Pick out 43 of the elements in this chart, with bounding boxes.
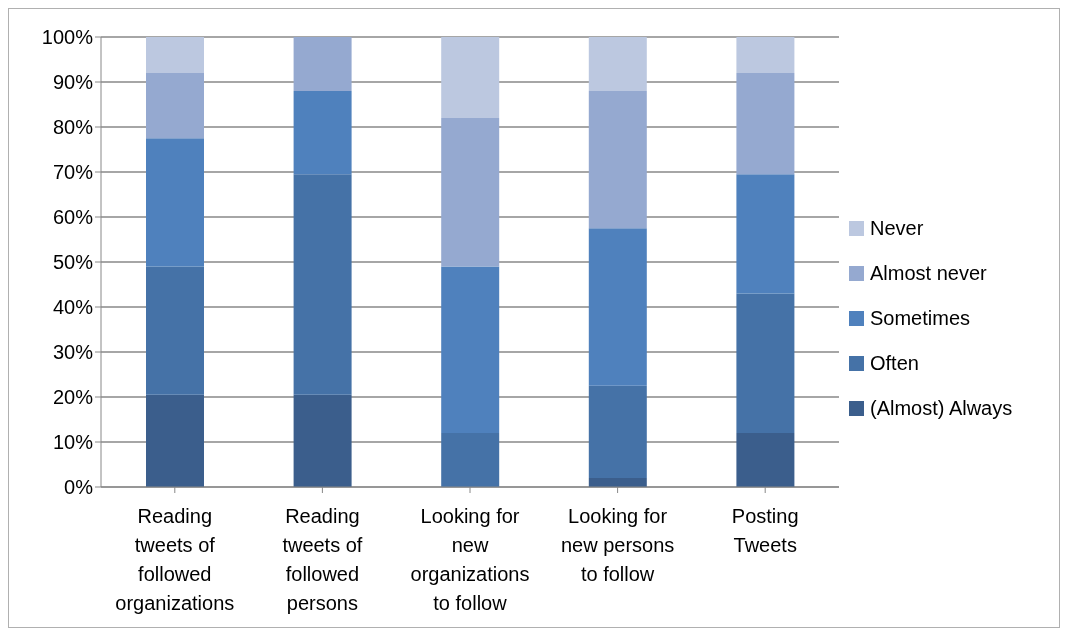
- y-tick-label: 80%: [52, 116, 94, 139]
- bar: [146, 73, 204, 139]
- bar: [441, 266, 500, 433]
- bar: [441, 433, 500, 487]
- y-tick-label: 90%: [52, 71, 94, 94]
- y-tick-label: 20%: [52, 386, 94, 409]
- y-tick-label: 50%: [52, 251, 94, 274]
- bar: [146, 37, 204, 73]
- bar: [441, 118, 500, 267]
- y-tick-label: 100%: [41, 26, 94, 49]
- bar: [293, 37, 352, 91]
- x-tick-label: Looking for new organizations to follow: [410, 505, 530, 614]
- bar: [588, 37, 647, 91]
- bar: [293, 91, 352, 175]
- legend-label: Often: [870, 351, 919, 375]
- x-tick-label: Looking for new persons to follow: [560, 505, 675, 585]
- bar: [736, 73, 795, 175]
- bar: [588, 228, 647, 386]
- bar: [736, 37, 795, 73]
- legend-label: Almost never: [870, 261, 987, 285]
- y-tick-label: 30%: [52, 341, 94, 364]
- bar: [736, 174, 795, 294]
- bar: [736, 433, 795, 487]
- y-tick-label: 0%: [64, 476, 94, 499]
- legend-label: Never: [870, 216, 924, 240]
- x-tick-label: Posting Tweets: [731, 505, 799, 556]
- y-tick-label: 10%: [52, 431, 94, 454]
- bar: [588, 385, 647, 478]
- y-tick-label: 70%: [52, 161, 94, 184]
- bar: [146, 394, 204, 487]
- x-tick-label: Reading tweets of followed organizations: [115, 505, 235, 614]
- bar: [441, 37, 500, 118]
- y-tick-label: 60%: [52, 206, 94, 229]
- bar: [588, 91, 647, 229]
- y-tick-label: 40%: [52, 296, 94, 319]
- x-tick-label: Reading tweets of followed persons: [282, 505, 363, 614]
- bar: [293, 174, 352, 395]
- bar: [736, 293, 795, 433]
- bar: [146, 138, 204, 267]
- bar: [146, 266, 204, 395]
- legend-label: Sometimes: [870, 306, 971, 330]
- legend-label: (Almost) Always: [870, 396, 1013, 420]
- bar: [293, 394, 352, 487]
